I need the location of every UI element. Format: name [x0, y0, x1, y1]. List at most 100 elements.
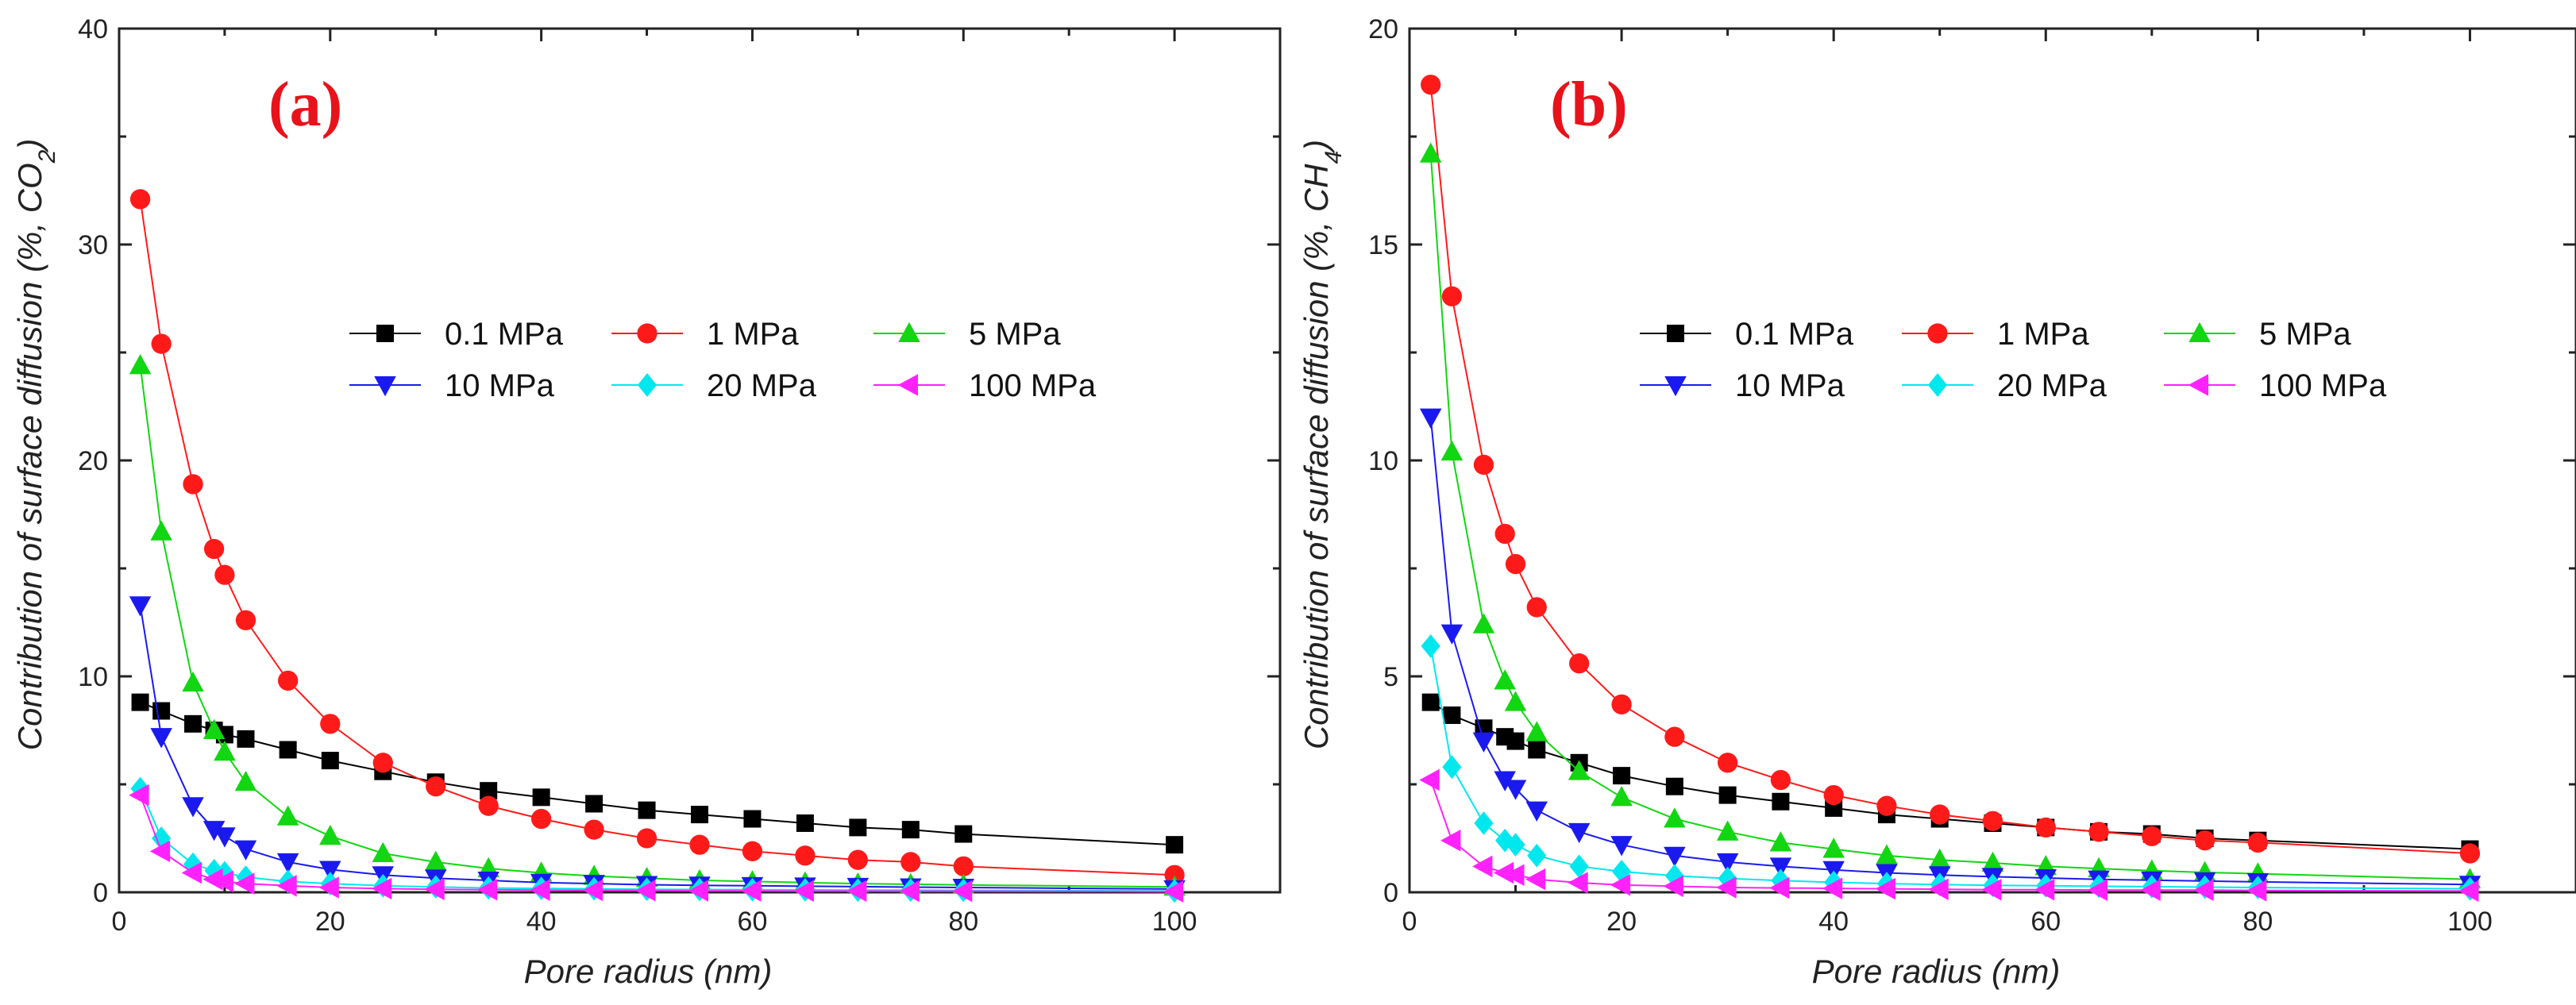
data-point	[2034, 878, 2055, 901]
data-point	[1494, 771, 1516, 791]
data-point	[202, 718, 226, 739]
data-point	[426, 776, 446, 797]
data-point	[638, 801, 656, 819]
data-point	[183, 474, 203, 495]
legend-label: 0.1 MPa	[1735, 317, 1854, 352]
data-point	[1525, 868, 1546, 891]
data-point	[2247, 832, 2269, 853]
data-point	[2459, 843, 2481, 864]
data-point	[276, 805, 299, 826]
data-point	[951, 880, 973, 903]
chart-panel-a: (a) Pore radius (nm) Contribution of sur…	[11, 14, 1282, 990]
data-point	[1928, 878, 1949, 900]
legend-marker	[2188, 374, 2208, 396]
legend-label: 5 MPa	[969, 317, 1061, 352]
legend-item: 0.1 MPa	[349, 317, 564, 352]
data-point	[1440, 440, 1463, 461]
data-point	[635, 880, 656, 902]
data-point	[742, 841, 763, 861]
data-point	[1876, 795, 1897, 816]
data-point	[530, 879, 550, 902]
y-axis-title-main: Contribution of surface diffusion (%, CH	[1298, 164, 1335, 749]
data-point	[1770, 769, 1791, 791]
data-point	[2142, 826, 2162, 846]
data-point	[1421, 634, 1440, 658]
data-point	[1474, 811, 1494, 835]
data-point	[2088, 822, 2109, 842]
data-point	[371, 877, 392, 900]
data-point	[1494, 669, 1516, 690]
data-point	[214, 827, 236, 848]
data-point	[237, 730, 255, 748]
data-point	[1528, 741, 1546, 759]
legend-label: 5 MPa	[2259, 317, 2351, 352]
data-point	[184, 714, 202, 733]
data-point	[372, 753, 393, 773]
data-point	[846, 880, 867, 903]
data-point	[1930, 804, 1950, 825]
data-point	[1716, 820, 1739, 841]
legend-label: 20 MPa	[1997, 368, 2107, 403]
x-tick-label: 20	[1606, 907, 1637, 937]
y-axis-title-main: Contribution of surface diffusion (%, CO	[11, 163, 48, 750]
y-axis-title-tail: )	[11, 139, 48, 154]
legend-item: 20 MPa	[1902, 368, 2107, 403]
data-point	[276, 875, 297, 897]
data-point	[1664, 846, 1686, 868]
legend-item: 100 MPa	[873, 368, 1097, 403]
x-tick-label: 40	[1818, 907, 1849, 937]
data-point	[1568, 872, 1588, 894]
data-point	[1772, 792, 1790, 811]
data-point	[1717, 753, 1738, 773]
y-axis-title-subscript: 4	[1321, 151, 1347, 164]
data-point	[1769, 831, 1792, 852]
data-point	[1166, 836, 1184, 854]
legend-marker	[1927, 323, 1948, 344]
data-point	[1769, 857, 1792, 878]
data-point	[1495, 828, 1515, 853]
data-point	[1568, 760, 1591, 780]
data-point	[1716, 876, 1737, 899]
data-point	[1981, 878, 2002, 901]
data-point	[129, 189, 151, 210]
x-tick-label: 60	[2030, 907, 2061, 937]
x-tick-label: 40	[526, 907, 557, 937]
data-point	[234, 872, 255, 895]
y-tick-label: 20	[1368, 14, 1398, 44]
y-tick-label: 10	[1368, 446, 1398, 476]
data-point	[847, 849, 869, 870]
data-point	[1568, 822, 1591, 844]
data-point	[636, 828, 657, 849]
y-axis-title-subscript: 2	[34, 149, 60, 164]
data-point	[1421, 75, 1441, 95]
data-point	[234, 770, 257, 791]
data-point	[202, 868, 223, 891]
data-point	[1472, 732, 1495, 753]
data-point	[530, 808, 552, 830]
data-point	[795, 845, 816, 866]
legend-label: 1 MPa	[1997, 317, 2089, 352]
data-point	[150, 728, 172, 749]
data-point	[582, 879, 604, 902]
panel-label: (b)	[1550, 70, 1628, 140]
data-point	[182, 797, 204, 818]
data-point	[129, 354, 152, 375]
y-tick-label: 5	[1383, 662, 1398, 692]
legend-item: 20 MPa	[611, 368, 817, 403]
data-point	[318, 876, 339, 899]
data-point	[1525, 721, 1548, 741]
y-axis-title: Contribution of surface diffusion (%, CO…	[11, 139, 60, 751]
data-point	[234, 840, 257, 861]
series-line	[1429, 84, 2470, 854]
data-point	[278, 670, 299, 691]
data-point	[1421, 693, 1440, 711]
y-tick-label: 30	[78, 230, 108, 260]
data-point	[319, 824, 341, 845]
legend-marker	[637, 323, 657, 344]
chart-panel-b: (b) Pore radius (nm) Contribution of sur…	[1298, 14, 2576, 990]
y-tick-label: 15	[1368, 230, 1398, 260]
data-point	[1472, 855, 1493, 878]
series-line	[139, 365, 1175, 888]
x-tick-label: 100	[1152, 907, 1197, 937]
